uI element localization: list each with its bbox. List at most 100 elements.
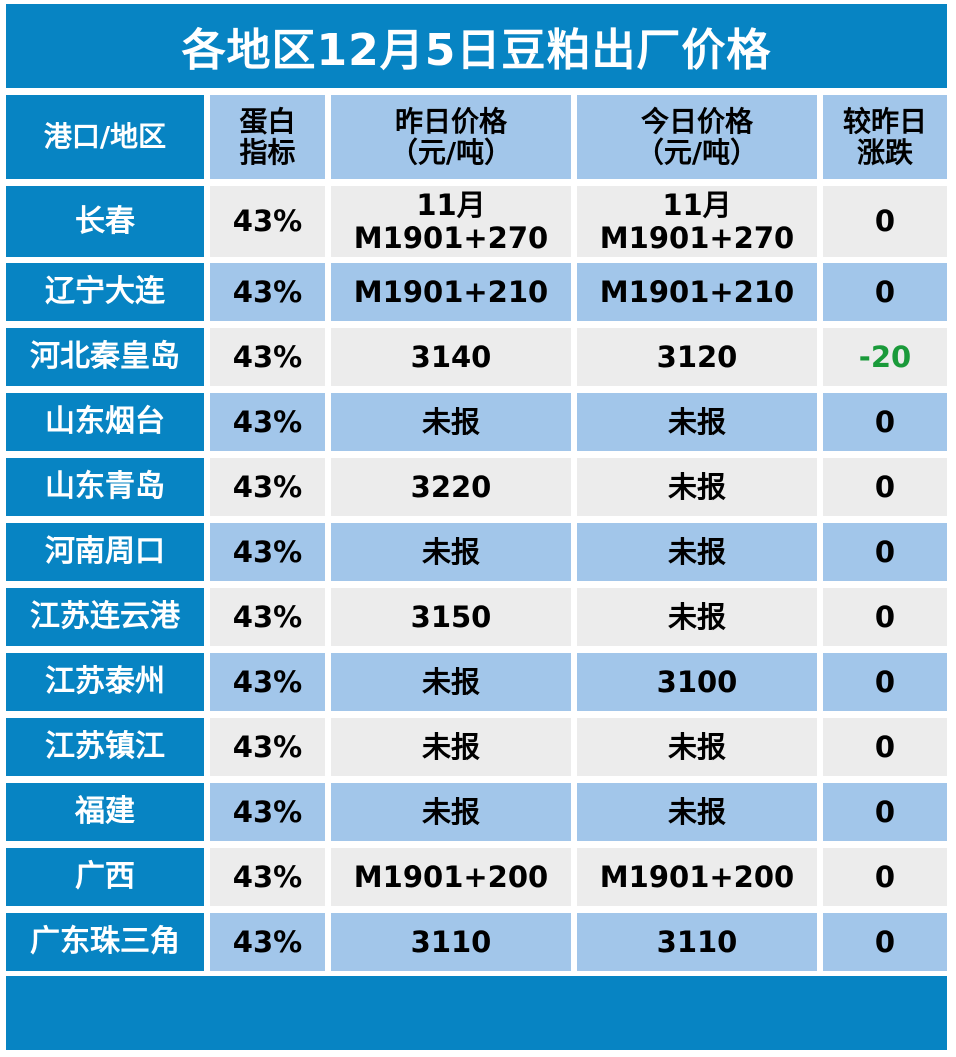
header-change-line: 较昨日 — [842, 104, 927, 138]
region-cell: 辽宁大连 — [6, 263, 204, 321]
yesterday-cell-line: 未报 — [421, 794, 480, 829]
today-cell-line: 未报 — [667, 599, 726, 634]
protein-cell: 43% — [210, 328, 325, 386]
today-cell-line: 未报 — [667, 469, 726, 504]
yesterday-cell: 3220 — [331, 458, 571, 516]
yesterday-cell-line: 3150 — [410, 599, 492, 634]
yesterday-cell: 未报 — [331, 393, 571, 451]
region-cell: 长春 — [6, 186, 204, 257]
today-cell-line: M1901+270 — [599, 220, 795, 255]
header-region: 港口/地区 — [6, 95, 204, 179]
header-yesterday: 昨日价格 （元/吨） — [331, 95, 571, 179]
today-cell-line: 11月 — [662, 188, 732, 223]
yesterday-cell: 未报 — [331, 653, 571, 711]
protein-cell: 43% — [210, 783, 325, 841]
yesterday-cell-line: 未报 — [421, 664, 480, 699]
change-cell: 0 — [823, 718, 947, 776]
today-cell: 未报 — [577, 718, 817, 776]
region-cell: 江苏连云港 — [6, 588, 204, 646]
yesterday-cell: 3150 — [331, 588, 571, 646]
footer-bar — [6, 976, 947, 1050]
yesterday-cell: M1901+210 — [331, 263, 571, 321]
header-yesterday-line: 昨日价格 — [394, 104, 507, 138]
protein-cell: 43% — [210, 186, 325, 257]
today-cell: 3120 — [577, 328, 817, 386]
today-cell: M1901+200 — [577, 848, 817, 906]
region-cell: 山东青岛 — [6, 458, 204, 516]
change-cell: 0 — [823, 458, 947, 516]
today-cell-line: 3100 — [656, 664, 738, 699]
today-cell: 未报 — [577, 588, 817, 646]
today-cell: 3100 — [577, 653, 817, 711]
yesterday-cell-line: 3220 — [410, 469, 492, 504]
change-cell: 0 — [823, 783, 947, 841]
region-cell: 江苏泰州 — [6, 653, 204, 711]
today-cell: 未报 — [577, 393, 817, 451]
today-cell-line: M1901+210 — [599, 274, 795, 309]
protein-cell: 43% — [210, 523, 325, 581]
today-cell: M1901+210 — [577, 263, 817, 321]
yesterday-cell-line: 11月 — [416, 188, 486, 223]
change-cell: 0 — [823, 186, 947, 257]
protein-cell: 43% — [210, 458, 325, 516]
yesterday-cell-line: 3110 — [410, 924, 492, 959]
change-cell: 0 — [823, 913, 947, 971]
today-cell-line: 未报 — [667, 729, 726, 764]
region-cell: 山东烟台 — [6, 393, 204, 451]
today-cell: 未报 — [577, 458, 817, 516]
protein-cell: 43% — [210, 393, 325, 451]
protein-cell: 43% — [210, 848, 325, 906]
protein-cell: 43% — [210, 653, 325, 711]
yesterday-cell: 3140 — [331, 328, 571, 386]
region-cell: 福建 — [6, 783, 204, 841]
today-cell-line: 未报 — [667, 534, 726, 569]
yesterday-cell-line: 未报 — [421, 729, 480, 764]
header-change-line: 涨跌 — [856, 136, 913, 169]
header-protein: 蛋白 指标 — [210, 95, 325, 179]
yesterday-cell-line: M1901+210 — [353, 274, 549, 309]
change-cell: 0 — [823, 653, 947, 711]
yesterday-cell: 未报 — [331, 523, 571, 581]
header-today-line: 今日价格 — [640, 104, 753, 138]
today-cell-line: M1901+200 — [599, 859, 795, 894]
today-cell: 未报 — [577, 783, 817, 841]
change-cell: 0 — [823, 393, 947, 451]
today-cell-line: 3110 — [656, 924, 738, 959]
yesterday-cell: 3110 — [331, 913, 571, 971]
yesterday-cell: M1901+200 — [331, 848, 571, 906]
region-cell: 河北秦皇岛 — [6, 328, 204, 386]
today-cell: 11月 M1901+270 — [577, 186, 817, 257]
today-cell-line: 未报 — [667, 404, 726, 439]
header-today: 今日价格 （元/吨） — [577, 95, 817, 179]
change-cell: 0 — [823, 523, 947, 581]
change-cell: 0 — [823, 263, 947, 321]
today-cell-line: 未报 — [667, 794, 726, 829]
today-cell: 未报 — [577, 523, 817, 581]
yesterday-cell: 11月 M1901+270 — [331, 186, 571, 257]
price-table-frame: 各地区12月5日豆粕出厂价格 港口/地区 蛋白 指标 昨日价格 （元/吨） 今日价格 （元/… — [6, 4, 947, 1050]
region-cell: 广东珠三角 — [6, 913, 204, 971]
table-title: 各地区12月5日豆粕出厂价格 — [6, 4, 947, 88]
region-cell: 河南周口 — [6, 523, 204, 581]
protein-cell: 43% — [210, 718, 325, 776]
protein-cell: 43% — [210, 913, 325, 971]
yesterday-cell-line: 3140 — [410, 339, 492, 374]
today-cell: 3110 — [577, 913, 817, 971]
protein-cell: 43% — [210, 588, 325, 646]
yesterday-cell: 未报 — [331, 783, 571, 841]
header-yesterday-line: （元/吨） — [389, 136, 513, 169]
change-cell: -20 — [823, 328, 947, 386]
change-cell: 0 — [823, 848, 947, 906]
header-protein-line: 指标 — [239, 136, 296, 169]
region-cell: 江苏镇江 — [6, 718, 204, 776]
yesterday-cell-line: M1901+200 — [353, 859, 549, 894]
yesterday-cell: 未报 — [331, 718, 571, 776]
yesterday-cell-line: 未报 — [421, 534, 480, 569]
yesterday-cell-line: 未报 — [421, 404, 480, 439]
today-cell-line: 3120 — [656, 339, 738, 374]
header-today-line: （元/吨） — [635, 136, 759, 169]
region-cell: 广西 — [6, 848, 204, 906]
yesterday-cell-line: M1901+270 — [353, 220, 549, 255]
header-protein-line: 蛋白 — [239, 104, 296, 138]
protein-cell: 43% — [210, 263, 325, 321]
